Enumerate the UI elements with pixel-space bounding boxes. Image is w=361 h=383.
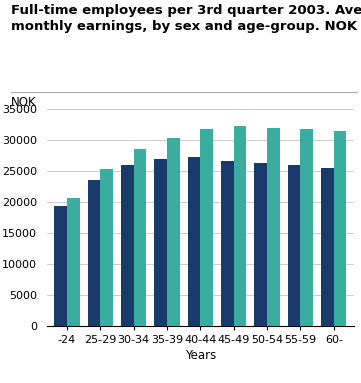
- Bar: [267, 128, 280, 326]
- Bar: [221, 161, 234, 326]
- Bar: [54, 206, 67, 326]
- Bar: [334, 131, 347, 326]
- Text: NOK: NOK: [11, 96, 36, 109]
- Bar: [200, 129, 213, 326]
- Bar: [100, 169, 113, 326]
- Bar: [188, 157, 200, 326]
- Bar: [300, 129, 313, 326]
- Bar: [288, 165, 300, 326]
- Bar: [321, 168, 334, 326]
- Bar: [121, 165, 134, 326]
- Legend: Females, Males: Females, Males: [121, 379, 279, 383]
- Bar: [88, 180, 100, 326]
- X-axis label: Years: Years: [185, 349, 216, 362]
- Bar: [167, 137, 180, 326]
- Bar: [234, 126, 246, 326]
- Text: Full-time employees per 3rd quarter 2003. Average
monthly earnings, by sex and a: Full-time employees per 3rd quarter 2003…: [11, 4, 361, 33]
- Bar: [67, 198, 80, 326]
- Bar: [255, 163, 267, 326]
- Bar: [154, 159, 167, 326]
- Bar: [134, 149, 146, 326]
